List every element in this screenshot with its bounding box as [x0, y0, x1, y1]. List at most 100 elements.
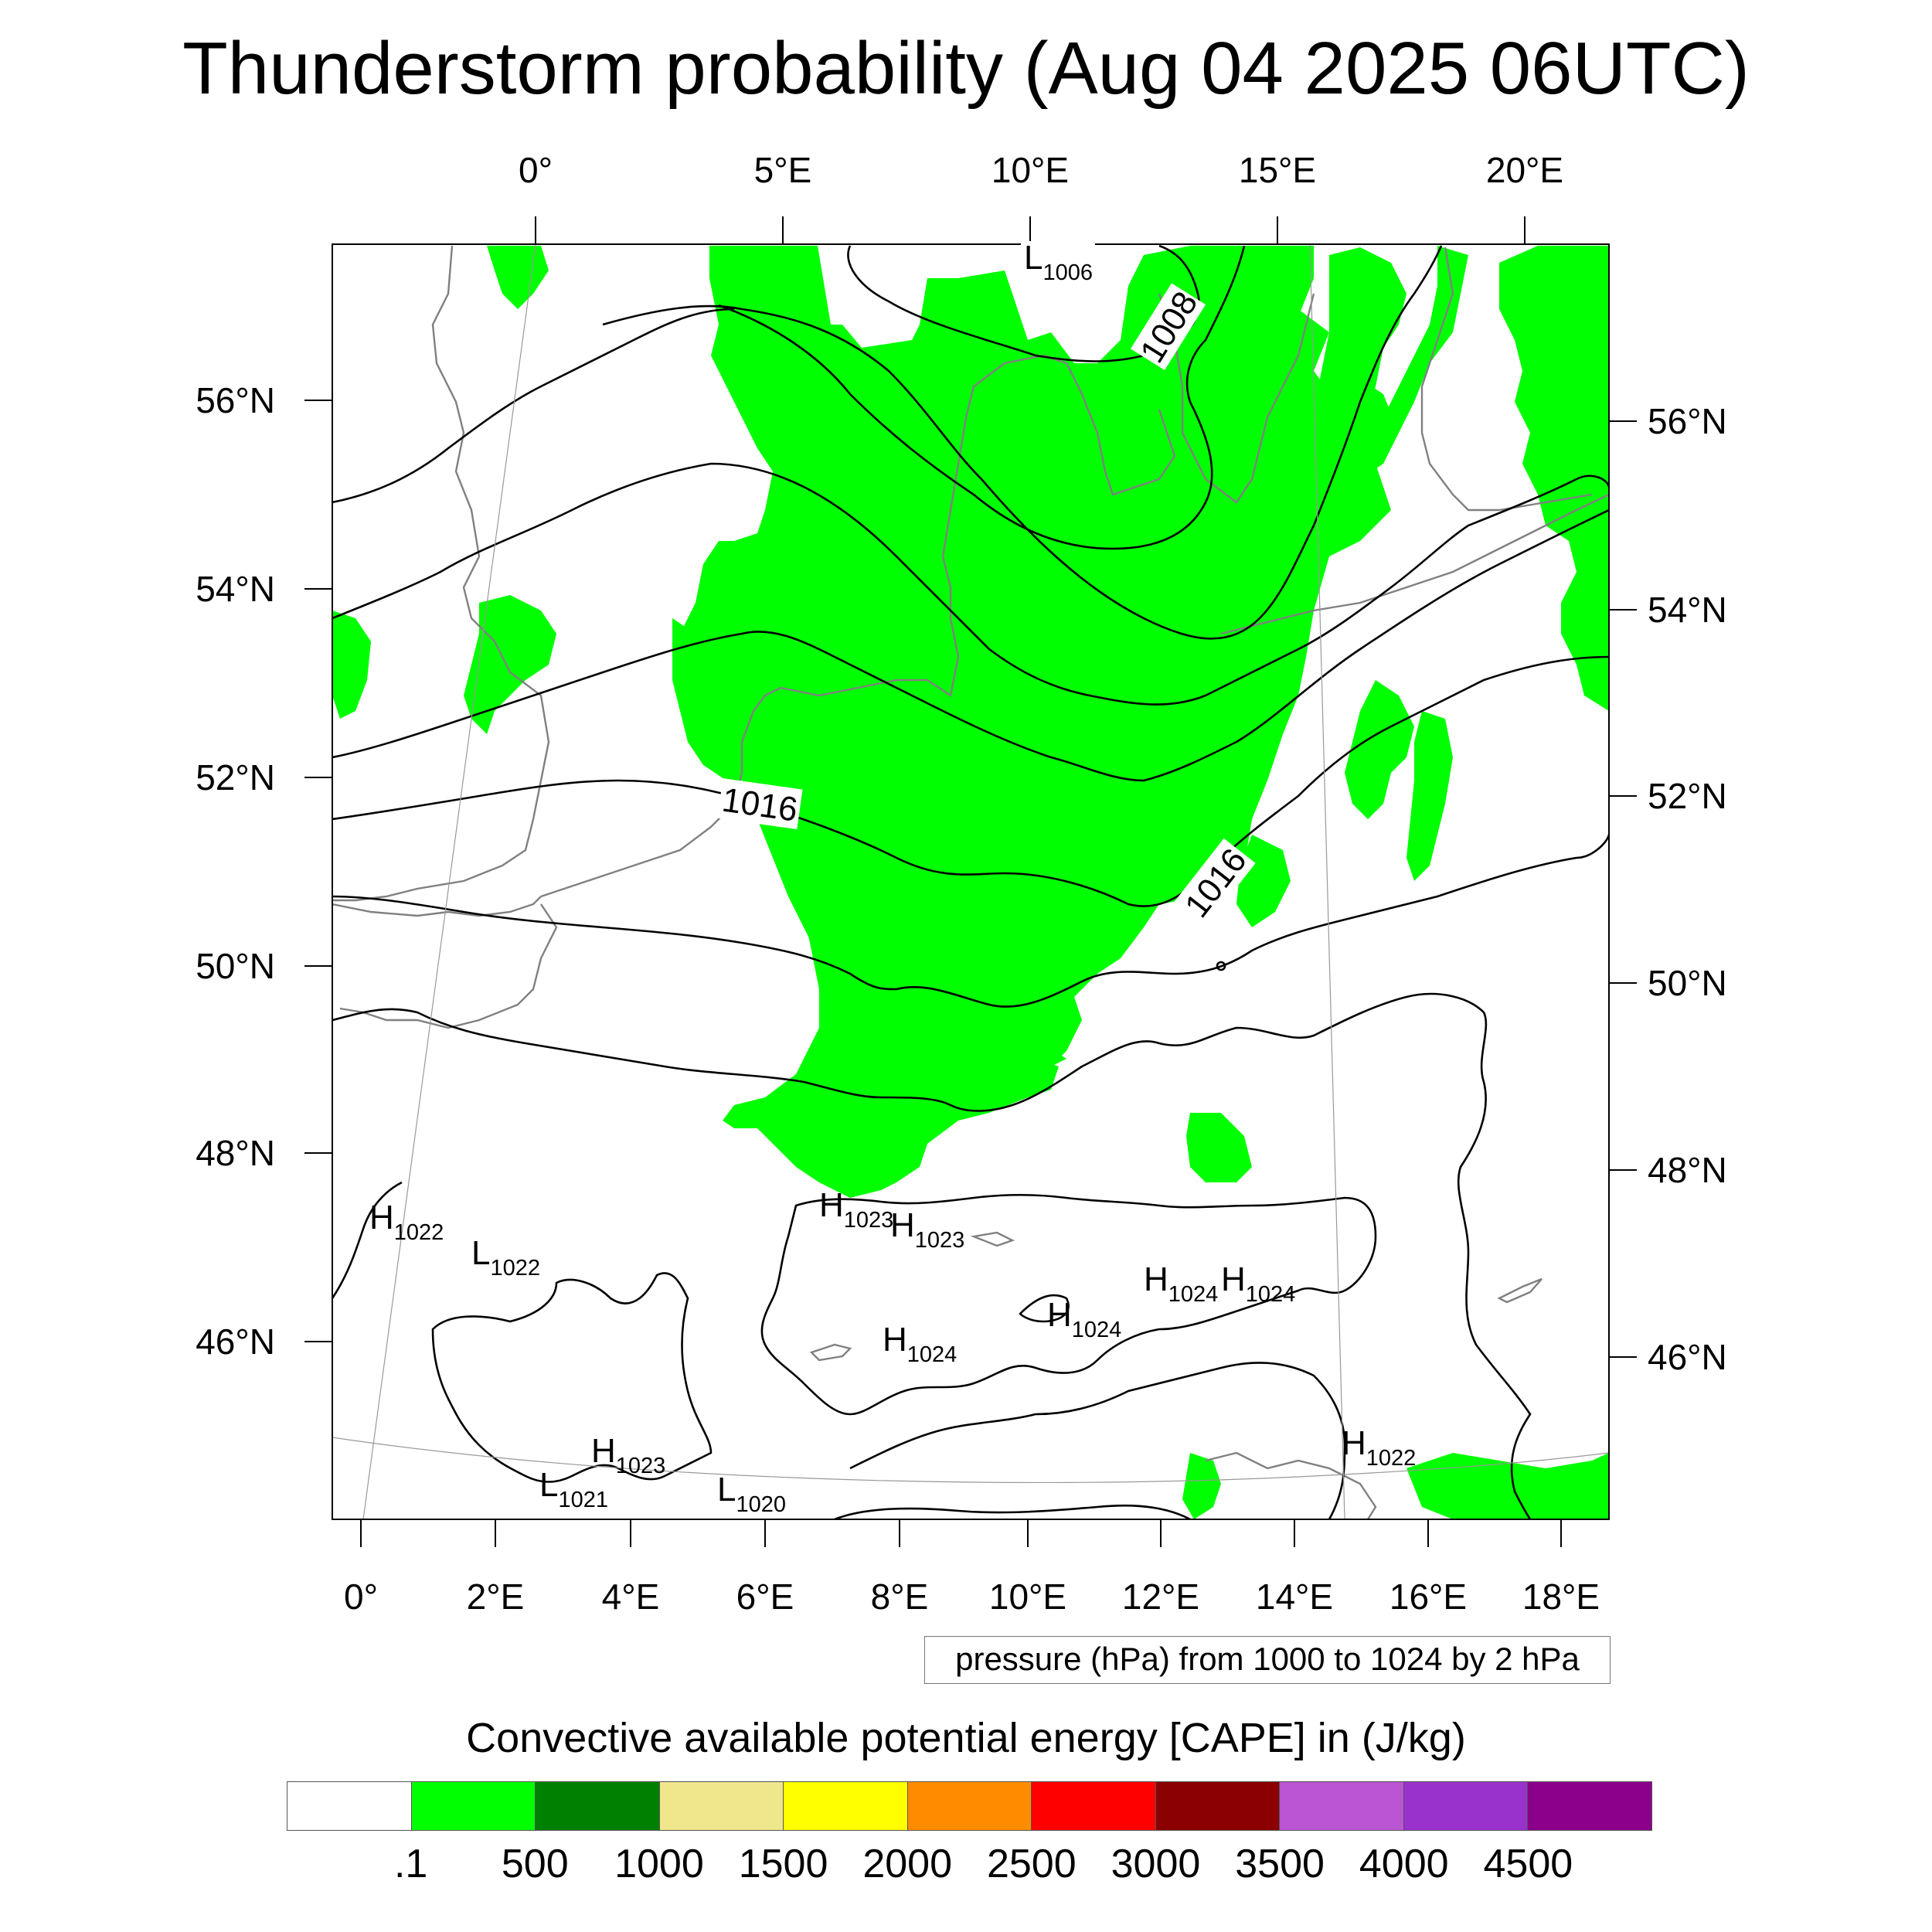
pressure-center: H1024 — [1221, 1260, 1295, 1307]
bottom-lon-label: 18°E — [1522, 1577, 1600, 1617]
left-lat-label: 48°N — [196, 1133, 275, 1173]
bottom-lon-label: 8°E — [871, 1577, 929, 1617]
bottom-lon-label: 0° — [344, 1577, 378, 1617]
lake-balaton — [1497, 1277, 1543, 1304]
cape-area-southwest — [672, 618, 788, 781]
left-lat-label: 56°N — [196, 380, 275, 420]
isobar-1014 — [332, 509, 1609, 782]
right-lat-label: 50°N — [1648, 963, 1727, 1003]
coastline-britain-south — [332, 896, 542, 917]
cape-colorbar — [287, 1781, 1652, 1831]
pressure-center: H1022 — [369, 1199, 444, 1245]
isobar-1022-sw — [332, 1181, 403, 1299]
bottom-lon-label: 6°E — [736, 1577, 794, 1617]
cape-area-balkans — [1406, 1453, 1609, 1519]
coastline-france-channel — [339, 903, 558, 1029]
isobar-1016b — [332, 834, 1609, 1008]
svg-text:L1021: L1021 — [539, 1466, 608, 1512]
bottom-lon-label: 2°E — [467, 1577, 525, 1617]
left-lat-label: 46°N — [196, 1321, 275, 1362]
cape-area-england — [464, 595, 556, 734]
right-lat-label: 52°N — [1648, 776, 1727, 816]
colorbar-swatch — [411, 1782, 536, 1830]
pressure-centers: L1006 H1022 L1022 H1023 H1023 H1024 H102… — [369, 239, 1416, 1517]
colorbar-tick-label: 3500 — [1235, 1842, 1325, 1886]
pressure-center: L1020 — [717, 1471, 786, 1517]
isobar-1016 — [332, 655, 1609, 907]
axis-ticks — [304, 216, 1637, 1547]
plot-frame — [332, 243, 1610, 1520]
pressure-center: L1021 — [539, 1466, 608, 1512]
isobar-low-center — [847, 244, 1200, 362]
bottom-lon-label: 14°E — [1256, 1577, 1333, 1617]
cape-area-adriatic — [1182, 1453, 1221, 1519]
lake-geneva — [809, 1343, 852, 1362]
top-longitude-labels: 0° 5°E 10°E 15°E 20°E — [519, 150, 1563, 190]
colorbar-tick-label: 1500 — [738, 1842, 828, 1886]
svg-text:L1006: L1006 — [1024, 239, 1093, 285]
top-lon-label: 5°E — [754, 150, 812, 190]
top-lon-label: 15°E — [1239, 150, 1316, 190]
pressure-center: H1022 — [1342, 1424, 1416, 1471]
coastline-layer — [332, 245, 1609, 1519]
isobar-1024-loop — [1019, 1294, 1070, 1323]
graticule-layer — [332, 244, 1609, 1519]
colorbar-labels: .1 500 1000 1500 2000 2500 3000 3500 4000 4500 — [0, 1839, 1932, 1893]
cape-area-austria — [1186, 1113, 1252, 1182]
right-lat-label: 46°N — [1648, 1337, 1727, 1377]
pressure-center: H1024 — [1144, 1260, 1218, 1307]
right-lat-label: 54°N — [1648, 590, 1727, 630]
colorbar-swatch — [784, 1782, 908, 1830]
cape-area-east-coast — [1167, 246, 1314, 711]
colorbar-swatch — [536, 1782, 660, 1830]
isobar-1022-italy — [849, 1362, 1346, 1519]
colorbar-tick-label: 1000 — [614, 1842, 704, 1886]
cape-area-northeast — [1499, 246, 1609, 711]
isobar-1022-south — [834, 1504, 1191, 1519]
bottom-longitude-labels: 0° 2°E 4°E 6°E 8°E 10°E 12°E 14°E 16°E 1… — [344, 1577, 1600, 1617]
parallel-45n — [332, 1437, 1609, 1484]
pressure-center: H1023 — [591, 1432, 665, 1478]
lake-constance — [970, 1231, 1015, 1247]
top-lon-label: 0° — [519, 150, 553, 190]
top-lon-label: 10°E — [992, 150, 1069, 190]
cape-area-poland — [1345, 680, 1414, 819]
colorbar-tick-label: .1 — [393, 1842, 428, 1886]
meridian-0 — [362, 244, 536, 1519]
isobar-1010 — [602, 245, 1443, 640]
svg-text:H1023: H1023 — [591, 1432, 665, 1478]
cape-area-central — [672, 246, 1399, 1066]
svg-text:H1023: H1023 — [890, 1206, 964, 1253]
coastline-denmark — [1043, 354, 1176, 496]
pressure-center: H1024 — [1047, 1296, 1121, 1342]
svg-text:H1024: H1024 — [1221, 1260, 1295, 1307]
colorbar-tick-label: 4500 — [1483, 1842, 1573, 1886]
colorbar-swatch — [1032, 1782, 1156, 1830]
cape-area-small-east — [1236, 835, 1291, 927]
svg-text:L1020: L1020 — [717, 1471, 786, 1517]
colorbar-tick-label: 3000 — [1111, 1842, 1201, 1886]
coastline-baltic-south — [1220, 493, 1609, 635]
colorbar-swatch — [287, 1782, 412, 1830]
isobar-1012 — [332, 308, 735, 504]
colorbar-swatch — [1155, 1782, 1281, 1830]
svg-text:H1024: H1024 — [1144, 1260, 1218, 1307]
pressure-center: L1006 — [1021, 239, 1095, 287]
map-title: Thunderstorm probability (Aug 04 2025 06… — [182, 27, 1750, 110]
coastline-sweden-south — [1158, 293, 1315, 504]
colorbar-tick-label: 2500 — [986, 1842, 1077, 1886]
svg-text:H1024: H1024 — [883, 1321, 957, 1367]
bottom-lon-label: 10°E — [989, 1577, 1066, 1617]
right-latitude-labels: 56°N 54°N 52°N 50°N 48°N 46°N — [1648, 401, 1727, 1377]
pressure-contour-note: pressure (hPa) from 1000 to 1024 by 2 hP… — [924, 1636, 1611, 1684]
bottom-lon-label: 16°E — [1389, 1577, 1467, 1617]
coastline-germany-north — [780, 354, 1044, 697]
left-lat-label: 52°N — [196, 757, 275, 798]
colorbar-swatch — [1280, 1782, 1404, 1830]
svg-text:H1023: H1023 — [819, 1186, 893, 1233]
cape-area-czech — [1406, 711, 1453, 881]
right-lat-label: 56°N — [1648, 401, 1727, 441]
bottom-lon-label: 4°E — [602, 1577, 660, 1617]
cape-area-baltic — [1360, 246, 1468, 479]
svg-text:H1024: H1024 — [1047, 1296, 1121, 1342]
